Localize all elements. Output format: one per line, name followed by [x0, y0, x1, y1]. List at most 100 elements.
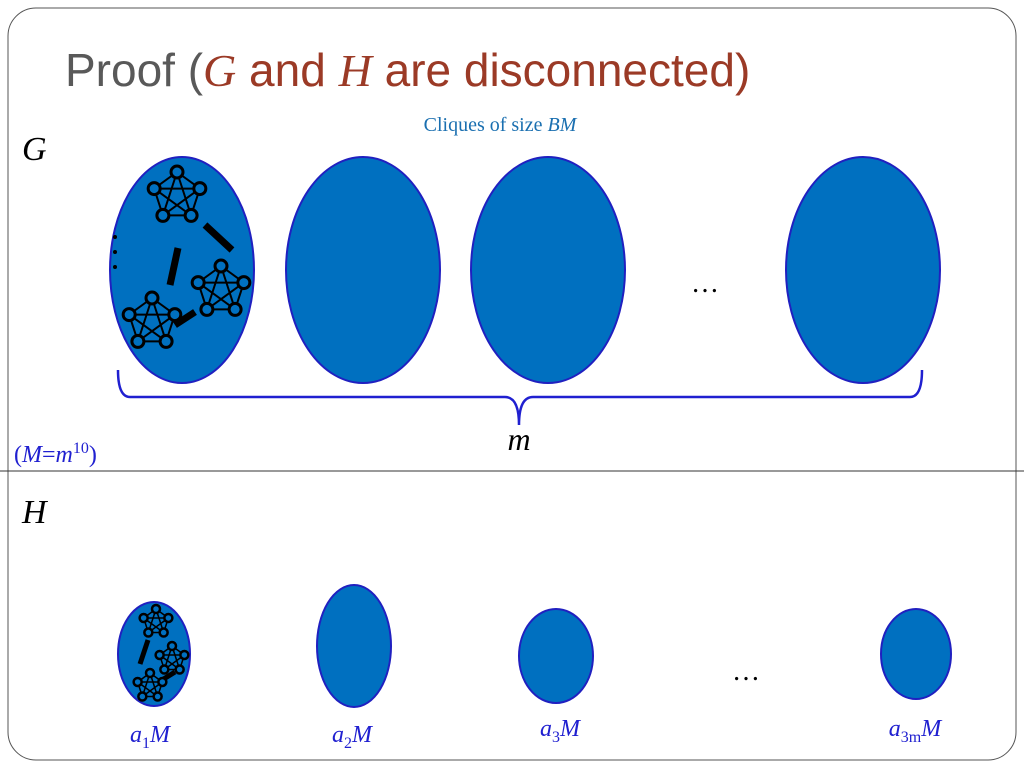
clique — [470, 156, 626, 384]
clique-node — [157, 676, 168, 688]
clique-edge — [151, 297, 168, 342]
title: Proof (G and H are disconnected) — [65, 44, 750, 96]
dot — [113, 235, 117, 239]
clique — [109, 156, 255, 384]
clique-node — [137, 691, 148, 702]
clique-node — [174, 664, 185, 675]
clique-edge — [128, 313, 167, 343]
note-part: ) — [89, 442, 97, 468]
link — [173, 309, 197, 328]
size-sub: 2 — [344, 735, 352, 752]
size-part: a — [540, 716, 552, 742]
clique-edge — [205, 265, 222, 310]
size-part: M — [559, 716, 582, 742]
clique-edge — [206, 281, 245, 311]
clique-node — [192, 181, 208, 197]
note-part: m — [56, 442, 73, 468]
clique-node — [190, 275, 206, 291]
size-part: M — [351, 722, 374, 748]
clique-edge — [176, 171, 193, 216]
g-cliques — [109, 156, 941, 384]
clique-node — [138, 612, 149, 624]
brace — [116, 369, 924, 426]
clique-node — [159, 664, 170, 675]
title-text: are disconnected) — [372, 44, 750, 96]
clique-edge — [136, 297, 153, 342]
clique-node — [179, 649, 190, 661]
clique-node — [130, 333, 146, 349]
link — [166, 247, 182, 286]
ellipsis: … — [691, 268, 719, 299]
g-label: G — [22, 131, 47, 168]
caption-text: Cliques of size — [424, 114, 548, 136]
ellipsis: … — [732, 656, 760, 687]
note: (M=m10) — [14, 440, 97, 468]
caption-var: BM — [547, 114, 577, 136]
clique-edge — [161, 171, 178, 216]
size-label: a2M — [332, 722, 374, 752]
clique-node — [154, 649, 165, 661]
clique-node — [150, 603, 162, 615]
clique — [518, 608, 594, 704]
clique — [785, 156, 941, 384]
size-label: a1M — [130, 722, 172, 752]
title-var: G — [203, 45, 236, 96]
clique-node — [167, 307, 183, 323]
clique-node — [169, 164, 185, 180]
clique-node — [163, 612, 174, 624]
title-var: H — [338, 45, 375, 96]
clique-edge — [197, 281, 236, 311]
clique-node — [144, 667, 156, 679]
note-part: M — [21, 442, 44, 468]
clique-icons — [113, 164, 252, 349]
title-text: Proof ( — [65, 44, 204, 96]
clique-node — [146, 181, 162, 197]
dot — [113, 265, 117, 269]
note-part: 10 — [73, 440, 89, 457]
clique-edge — [153, 187, 192, 217]
note-part: ( — [14, 442, 22, 468]
clique-node — [155, 207, 171, 223]
clique — [285, 156, 441, 384]
brace-label: m — [507, 421, 530, 457]
clique — [316, 584, 392, 708]
clique-node — [143, 627, 154, 638]
size-sub: 3m — [901, 729, 922, 746]
size-part: M — [920, 716, 943, 742]
clique-edge — [137, 313, 176, 343]
h-cliques — [117, 584, 952, 708]
clique-node — [227, 301, 243, 317]
clique-node — [132, 676, 143, 688]
size-labels: a1M a2M a3M a3mM — [130, 716, 943, 752]
clique-node — [152, 691, 163, 702]
clique-node — [199, 301, 215, 317]
clique-edge — [162, 187, 201, 217]
size-label: a3mM — [889, 716, 943, 746]
clique-edge — [220, 265, 237, 310]
clique-node — [121, 307, 137, 323]
clique-node — [236, 275, 252, 291]
note-part: = — [42, 442, 56, 468]
size-sub: 3 — [552, 729, 560, 746]
size-part: M — [149, 722, 172, 748]
clique-node — [144, 290, 160, 306]
link — [202, 222, 235, 253]
clique-node — [158, 627, 169, 638]
size-sub: 1 — [142, 735, 150, 752]
size-label: a3M — [540, 716, 582, 746]
clique-node — [183, 207, 199, 223]
size-part: a — [130, 722, 142, 748]
size-part: a — [332, 722, 344, 748]
clique-node — [213, 258, 229, 274]
h-label: H — [21, 494, 49, 531]
clique — [880, 608, 952, 700]
slide-border — [7, 7, 1017, 761]
clique-node — [166, 640, 178, 652]
title-text: and — [236, 44, 338, 96]
caption: Cliques of size BM — [424, 114, 578, 136]
clique-icons — [132, 603, 190, 702]
clique-node — [158, 333, 174, 349]
size-part: a — [889, 716, 901, 742]
